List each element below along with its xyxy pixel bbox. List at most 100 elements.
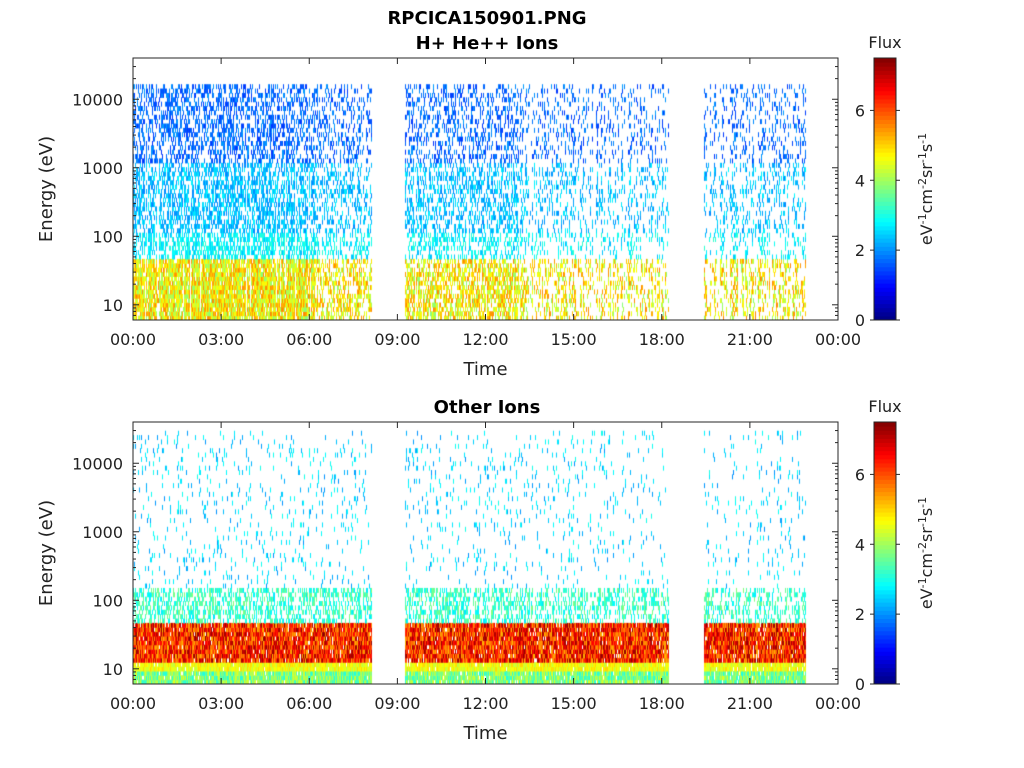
y-axis-label: Energy (eV) <box>36 136 57 242</box>
colorbar-swatch <box>874 160 896 165</box>
x-axis-ticks: 00:00 03:00 06:00 09:00 12:00 15:00 18:00 21:00… <box>110 422 861 713</box>
colorbar-swatch <box>874 279 896 284</box>
x-tick-label: 06:00 <box>286 694 332 713</box>
x-tick-label: 18:00 <box>639 330 685 349</box>
colorbar-swatch <box>874 573 896 579</box>
colorbar-swatch <box>874 458 896 464</box>
colorbar-swatch <box>874 135 896 141</box>
colorbar-swatch <box>874 258 896 264</box>
colorbar-swatch <box>874 123 896 129</box>
colorbar-swatch <box>874 491 896 497</box>
colorbar-swatch <box>874 242 896 247</box>
colorbar-swatch <box>874 487 896 493</box>
colorbar-swatch <box>874 434 896 439</box>
colorbar-tick-label: 2 <box>855 605 865 624</box>
colorbar-swatch <box>874 577 896 583</box>
colorbar-swatch <box>874 58 896 63</box>
colorbar-swatch <box>874 606 896 611</box>
x-tick-label: 09:00 <box>374 330 420 349</box>
panel-other-ions: Other Ions 00:00 03:00 06:00 09:00 12:00 15:0… <box>36 397 936 744</box>
colorbar-swatch <box>874 536 896 542</box>
colorbar-swatch <box>874 78 896 84</box>
colorbar-swatch <box>874 507 896 513</box>
x-axis-label: Time <box>462 359 507 380</box>
colorbar-swatch <box>874 221 896 227</box>
colorbar-swatch <box>874 238 896 243</box>
x-tick-label: 21:00 <box>727 694 773 713</box>
colorbar-swatch <box>874 283 896 288</box>
colorbar-swatch <box>874 225 896 231</box>
colorbar: 0 2 4 6 <box>855 421 900 694</box>
colorbar-swatch <box>874 446 896 452</box>
colorbar-swatch <box>874 659 896 665</box>
colorbar-swatch <box>874 74 896 79</box>
colorbar-swatch <box>874 561 896 566</box>
colorbar: 0 2 4 6 <box>855 57 900 330</box>
colorbar-swatch <box>874 287 896 292</box>
colorbar-swatch <box>874 107 896 112</box>
colorbar-swatch <box>874 532 896 538</box>
colorbar-swatch <box>874 119 896 124</box>
colorbar-swatch <box>874 229 896 235</box>
colorbar-units-label: eV-1cm-2sr-1s-1 <box>916 133 937 245</box>
colorbar-swatch <box>874 205 896 210</box>
colorbar-swatch <box>874 152 896 157</box>
colorbar-swatch <box>874 671 896 677</box>
colorbar-swatch <box>874 540 896 546</box>
colorbar-swatch <box>874 483 896 488</box>
colorbar-swatch <box>874 176 896 182</box>
colorbar-swatch <box>874 667 896 673</box>
colorbar-swatch <box>874 618 896 624</box>
colorbar-swatch <box>874 520 896 525</box>
colorbar-swatch <box>874 528 896 534</box>
colorbar-swatch <box>874 548 896 554</box>
colorbar-swatch <box>874 467 896 472</box>
colorbar-swatch <box>874 503 896 509</box>
colorbar-swatch <box>874 499 896 505</box>
y-axis-ticks: 10 100 1000 10000 <box>72 421 838 685</box>
colorbar-swatch <box>874 98 896 104</box>
colorbar-swatch <box>874 495 896 501</box>
y-tick-label: 1000 <box>82 523 123 542</box>
colorbar-swatch <box>874 201 896 206</box>
colorbar-tick-label: 4 <box>855 171 865 190</box>
colorbar-swatch <box>874 291 896 296</box>
panel-h-he-ions: H+ He++ Ions 00:00 03:00 06:00 09:00 12:00 15… <box>36 33 936 380</box>
colorbar-swatch <box>874 512 896 517</box>
colorbar-swatch <box>874 164 896 170</box>
colorbar-swatch <box>874 438 896 443</box>
x-tick-label: 12:00 <box>462 694 508 713</box>
x-tick-label: 09:00 <box>374 694 420 713</box>
colorbar-swatch <box>874 442 896 448</box>
colorbar-swatch <box>874 638 896 644</box>
colorbar-swatch <box>874 430 896 435</box>
colorbar-swatch <box>874 655 896 660</box>
x-tick-label: 06:00 <box>286 330 332 349</box>
colorbar-swatch <box>874 111 896 116</box>
colorbar-swatch <box>874 209 896 215</box>
y-axis-ticks: 10 100 1000 10000 <box>72 57 838 321</box>
colorbar-swatch <box>874 66 896 71</box>
x-tick-label: 21:00 <box>727 330 773 349</box>
x-tick-label: 00:00 <box>110 330 156 349</box>
colorbar-swatch <box>874 544 896 550</box>
colorbar-swatch <box>874 299 896 305</box>
colorbar-swatch <box>874 593 896 599</box>
colorbar-swatch <box>874 598 896 603</box>
colorbar-swatch <box>874 450 896 456</box>
colorbar-swatch <box>874 524 896 529</box>
x-tick-label: 00:00 <box>110 694 156 713</box>
colorbar-swatch <box>874 168 896 174</box>
colorbar-swatch <box>874 589 896 595</box>
colorbar-swatch <box>874 94 896 100</box>
colorbar-swatch <box>874 266 896 272</box>
colorbar-tick-label: 6 <box>855 101 865 120</box>
colorbar-swatch <box>874 581 896 587</box>
colorbar-swatch <box>874 62 896 67</box>
colorbar-swatch <box>874 585 896 591</box>
colorbar-swatch <box>874 565 896 570</box>
colorbar-swatch <box>874 614 896 619</box>
colorbar-swatch <box>874 262 896 268</box>
y-tick-label: 10 <box>103 660 123 679</box>
